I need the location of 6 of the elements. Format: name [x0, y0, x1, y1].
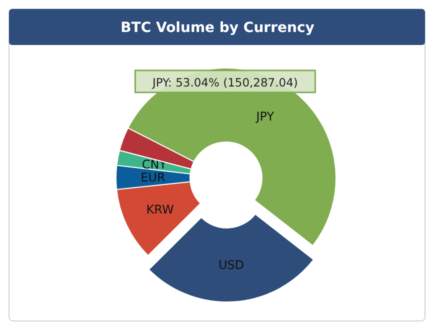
slice-label: EUR	[140, 170, 166, 185]
text: JPY: 53.04% (150,287.04)	[152, 75, 298, 90]
chart-title: BTC Volume by Currency	[120, 20, 314, 36]
slice-label: JPY	[255, 109, 275, 124]
slice-label: USD	[218, 258, 244, 272]
slice-label: KRW	[146, 202, 174, 216]
